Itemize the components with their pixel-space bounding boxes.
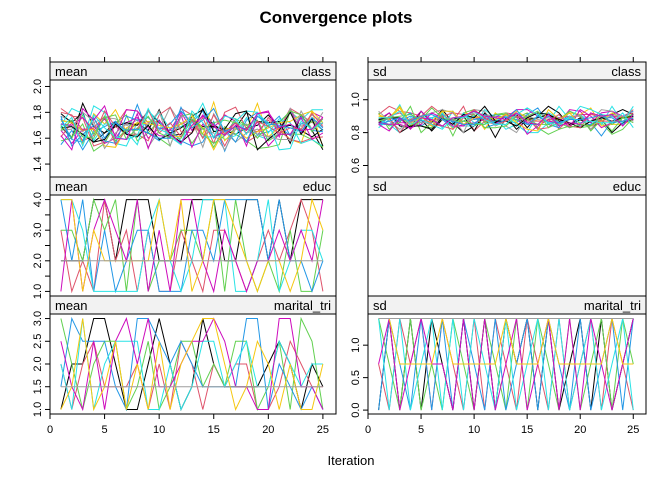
panel-mean-marital_tri: mean marital_tri 1.0 1.5 2.0 2.5 3.0 0 5 10 15 20 25 (32, 295, 337, 436)
series-line (60, 198, 324, 294)
x-tick-label: 5 (102, 424, 108, 436)
series-line (60, 109, 324, 149)
strip-stat-label: mean (55, 179, 88, 194)
series-line (60, 110, 324, 142)
series-line (60, 107, 324, 147)
y-tick-label: 1.4 (32, 156, 44, 171)
y-tick-label: 0.0 (350, 402, 362, 417)
y-tick-label: 1.0 (32, 402, 44, 417)
panel-sd-marital_tri: sd marital_tri 0.0 0.5 1.0 0 5 10 15 20 25 (350, 295, 647, 436)
chart-title: Convergence plots (259, 8, 412, 27)
series-line (60, 107, 323, 148)
panel-strip (367, 61, 647, 81)
panel-mean-class: mean class 1.4 1.6 1.8 2.0 (32, 57, 337, 178)
panel-border (367, 313, 647, 415)
series-line (378, 107, 634, 130)
y-tick-label: 3.0 (32, 311, 44, 326)
strip-variable-label: marital_tri (584, 298, 641, 313)
y-tick-label: 0.6 (350, 158, 362, 173)
x-tick-label: 0 (365, 424, 371, 436)
y-tick-label: 1.0 (350, 338, 362, 353)
strip-stat-label: mean (55, 64, 88, 79)
y-tick-label: 1.0 (350, 92, 362, 107)
y-tick-label: 2.0 (32, 253, 44, 268)
strip-variable-label: class (301, 64, 331, 79)
panel-mean-educ: mean educ 1.0 2.0 3.0 4.0 (32, 176, 337, 299)
strip-stat-label: sd (373, 179, 387, 194)
series-line (60, 107, 324, 151)
x-tick-label: 20 (262, 424, 274, 436)
panel-strip (49, 61, 337, 81)
strip-stat-label: sd (373, 64, 387, 79)
x-tick-label: 10 (153, 424, 165, 436)
strip-variable-label: marital_tri (274, 298, 331, 313)
series-line (60, 107, 324, 148)
y-tick-label: 2.0 (32, 79, 44, 94)
y-tick-label: 4.0 (32, 192, 44, 207)
x-tick-label: 15 (208, 424, 220, 436)
series-line (60, 316, 324, 412)
y-tick-label: 0.5 (350, 370, 362, 385)
panel-series-group (60, 197, 324, 294)
panel-series-group (378, 318, 634, 411)
panel-border (367, 194, 647, 297)
x-tick-label: 5 (418, 424, 424, 436)
panel-sd-class: sd class 0.6 0.8 1.0 (350, 57, 647, 178)
y-tick-label: 1.8 (32, 105, 44, 120)
panel-series-group (60, 100, 324, 153)
series-line (378, 110, 634, 132)
y-tick-label: 1.6 (32, 131, 44, 146)
series-line (60, 104, 324, 151)
y-tick-label: 2.5 (32, 334, 44, 349)
panel-strip (367, 176, 647, 196)
series-line (60, 105, 324, 144)
series-line (60, 110, 323, 147)
panel-series-group (378, 103, 634, 139)
strip-stat-label: sd (373, 298, 387, 313)
y-tick-label: 1.0 (32, 284, 44, 299)
y-tick-label: 2.0 (32, 356, 44, 371)
strip-variable-label: class (611, 64, 641, 79)
series-line (378, 113, 634, 127)
x-tick-label: 0 (47, 424, 53, 436)
x-tick-label: 20 (574, 424, 586, 436)
strip-variable-label: educ (613, 179, 642, 194)
x-tick-label: 10 (468, 424, 480, 436)
y-tick-label: 0.8 (350, 125, 362, 140)
y-tick-label: 1.5 (32, 379, 44, 394)
panel-series-group (60, 316, 324, 412)
x-tick-label: 25 (317, 424, 329, 436)
x-axis-label: Iteration (328, 453, 375, 468)
strip-variable-label: educ (303, 179, 332, 194)
panel-strip (49, 176, 337, 196)
series-line (60, 199, 324, 294)
series-line (60, 107, 324, 151)
strip-stat-label: mean (55, 298, 88, 313)
x-tick-label: 25 (627, 424, 639, 436)
x-tick-label: 15 (521, 424, 533, 436)
series-line (378, 105, 634, 134)
y-tick-label: 3.0 (32, 223, 44, 238)
panel-sd-educ: sd educ (367, 176, 647, 297)
